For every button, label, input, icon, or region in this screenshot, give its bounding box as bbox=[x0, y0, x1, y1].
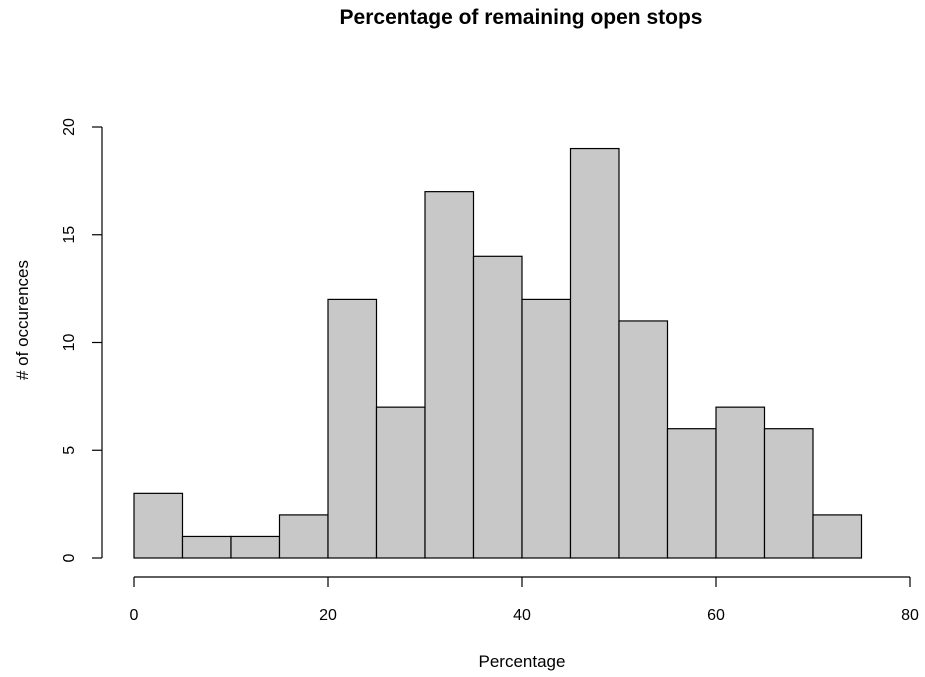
y-tick-label-4: 20 bbox=[61, 118, 78, 136]
histogram-bar-5 bbox=[375, 406, 426, 559]
x-tick-label-4: 80 bbox=[901, 607, 919, 624]
y-axis: 0 5 10 15 20 bbox=[61, 118, 103, 562]
histogram-bar-6 bbox=[424, 191, 475, 559]
histogram-bars bbox=[133, 147, 863, 559]
histogram-bar-11 bbox=[666, 428, 717, 559]
histogram-bar-10 bbox=[618, 320, 669, 559]
histogram-bar-1 bbox=[181, 535, 232, 559]
histogram-bar-0 bbox=[133, 492, 184, 559]
histogram-bar-3 bbox=[278, 514, 329, 559]
y-tick-label-3: 15 bbox=[61, 226, 78, 244]
histogram-bar-8 bbox=[521, 298, 572, 559]
y-tick-label-2: 10 bbox=[61, 334, 78, 352]
x-tick-label-3: 60 bbox=[707, 607, 725, 624]
y-tick-label-0: 0 bbox=[61, 553, 78, 562]
histogram-bar-2 bbox=[230, 535, 281, 559]
x-tick-label-1: 20 bbox=[319, 607, 337, 624]
histogram-bar-14 bbox=[812, 514, 863, 559]
histogram-bar-9 bbox=[569, 147, 620, 559]
x-axis-label: Percentage bbox=[479, 652, 566, 671]
x-tick-label-0: 0 bbox=[130, 607, 139, 624]
y-axis-label: # of occurences bbox=[13, 260, 32, 380]
histogram-bar-12 bbox=[715, 406, 766, 559]
histogram-bar-7 bbox=[472, 255, 523, 559]
histogram-bar-13 bbox=[763, 428, 814, 559]
x-tick-label-2: 40 bbox=[513, 607, 531, 624]
x-axis: 0 20 40 60 80 bbox=[130, 576, 919, 624]
chart-title: Percentage of remaining open stops bbox=[340, 6, 703, 29]
histogram-bar-4 bbox=[327, 298, 378, 559]
y-tick-label-1: 5 bbox=[61, 446, 78, 455]
